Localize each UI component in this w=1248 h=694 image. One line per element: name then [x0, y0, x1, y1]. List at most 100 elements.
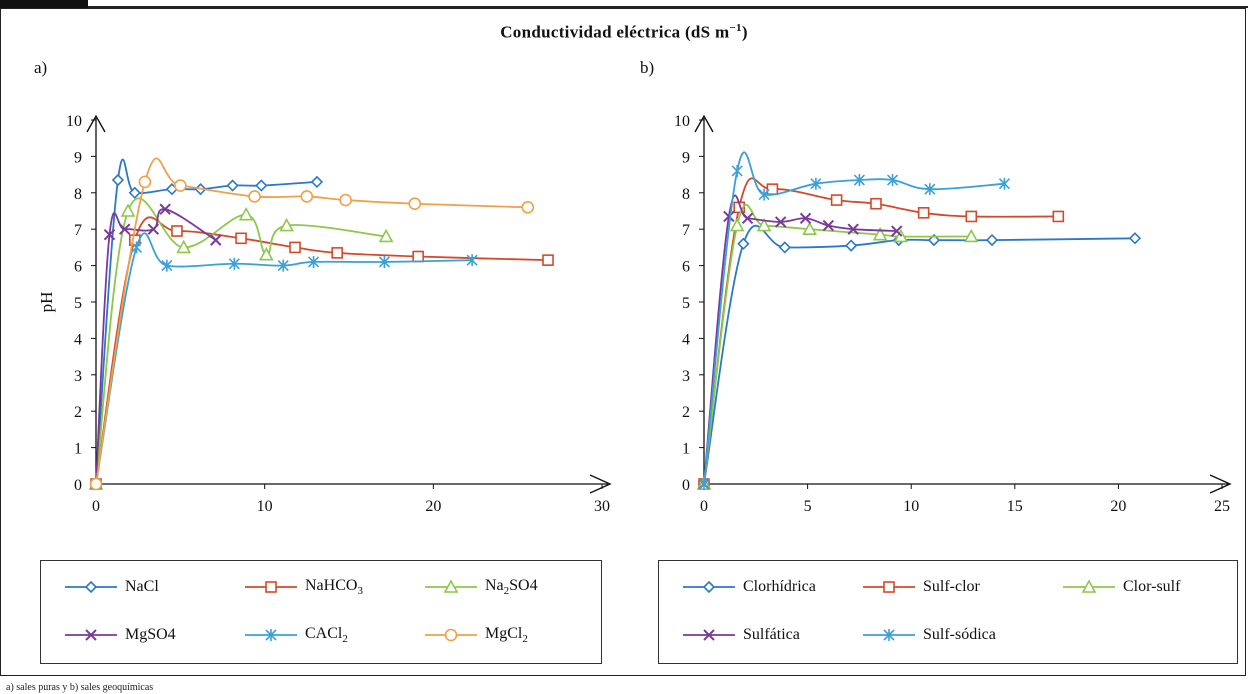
data-point-a-3 — [210, 234, 222, 246]
chart-title: Conductividad eléctrica (dS m−1) — [0, 22, 1248, 43]
data-point-a-3 — [147, 223, 160, 235]
data-point-a-5 — [300, 190, 314, 203]
legend-label: NaHCO3 — [305, 577, 363, 597]
legend-item-b-0: Clorhídrica — [681, 575, 816, 599]
legend-label: Clor-sulf — [1123, 578, 1180, 596]
legend-swatch — [425, 579, 477, 593]
legend-marker — [84, 580, 98, 594]
legend-item-a-5: MgCl2 — [423, 623, 528, 647]
data-point-a-1 — [289, 241, 301, 254]
data-point-a-4 — [466, 254, 478, 267]
y-tick-label-b: 0 — [682, 477, 690, 494]
legend-swatch — [863, 629, 915, 641]
legend-label-main: CACl — [305, 624, 343, 642]
legend-label: Sulf-clor — [923, 578, 980, 596]
legend-label: CACl2 — [305, 625, 348, 645]
x-tick-label-a: 30 — [594, 498, 610, 515]
x-tick-label-a: 10 — [257, 498, 273, 515]
series-line-b-0 — [703, 225, 1135, 485]
y-tick-label-b: 3 — [682, 368, 690, 385]
legend-swatch — [245, 581, 297, 593]
legend-a: NaCl NaHCO3 Na2SO4 MgSO4 CACl2 MgCl2 — [40, 560, 602, 664]
legend-label-main: NaHCO — [305, 576, 358, 594]
legend-label: Sulfática — [743, 626, 800, 644]
series-line-b-4 — [703, 151, 1005, 485]
data-point-b-1 — [870, 197, 882, 210]
data-point-a-1 — [331, 247, 343, 259]
data-point-a-5 — [521, 201, 535, 214]
data-point-b-4 — [810, 177, 822, 190]
legend-label-subscript: 2 — [522, 633, 528, 646]
data-point-b-1 — [917, 207, 930, 219]
data-point-b-0 — [778, 241, 791, 254]
series-line-b-1 — [703, 177, 1059, 485]
data-point-a-3 — [103, 228, 116, 241]
figure-tab-bar — [0, 0, 88, 8]
data-point-b-2 — [963, 228, 979, 243]
legend-label-subscript: 3 — [357, 585, 363, 598]
data-point-b-0 — [985, 233, 999, 247]
legend-label-main: Clorhídrica — [743, 578, 816, 595]
data-point-a-0 — [128, 186, 141, 199]
legend-marker — [443, 579, 459, 593]
legend-swatch — [863, 581, 915, 593]
legend-swatch — [65, 629, 117, 641]
legend-label-main: Clor-sulf — [1123, 578, 1181, 595]
data-point-b-2 — [756, 217, 772, 232]
legend-label: MgSO4 — [125, 626, 176, 644]
series-line-a-4 — [95, 232, 473, 485]
legend-label-main: MgSO4 — [125, 626, 176, 643]
data-point-b-3 — [741, 212, 754, 224]
data-point-b-1 — [1052, 210, 1065, 223]
y-tick-label-b: 6 — [682, 259, 690, 276]
series-line-a-5 — [95, 157, 528, 485]
x-tick-label-b: 20 — [1110, 498, 1126, 515]
series-line-a-3 — [95, 208, 217, 485]
data-point-b-4 — [853, 174, 865, 187]
legend-label-subscript: 2 — [503, 585, 510, 598]
x-axis-arrow-b — [1209, 474, 1232, 494]
legend-b: Clorhídrica Sulf-clor Clor-sulf Sulfática Su… — [658, 560, 1238, 664]
legend-item-a-1: NaHCO3 — [243, 575, 363, 599]
y-tick-label-b: 5 — [682, 295, 690, 312]
legend-label: MgCl2 — [485, 625, 528, 645]
data-point-b-3 — [890, 225, 903, 237]
legend-marker — [444, 628, 458, 642]
x-tick-label-b: 10 — [903, 498, 919, 515]
data-point-b-3 — [822, 219, 835, 232]
legend-label-main: NaCl — [125, 578, 159, 595]
y-axis-arrow-a — [86, 114, 106, 133]
legend-marker — [883, 629, 895, 641]
panel-b-label: b) — [640, 58, 655, 77]
data-point-b-2 — [729, 217, 745, 232]
legend-swatch — [683, 629, 735, 641]
x-tick-label-b: 15 — [1007, 498, 1023, 515]
y-tick-label-a: 3 — [74, 368, 82, 385]
y-tick-label-b: 10 — [674, 113, 690, 130]
y-tick-label-a: 4 — [74, 331, 82, 348]
y-tick-label-a: 2 — [74, 404, 82, 421]
data-point-b-1 — [965, 210, 978, 223]
y-tick-label-b: 7 — [682, 222, 690, 239]
series-line-a-1 — [95, 216, 549, 485]
legend-marker — [265, 629, 277, 641]
legend-label-main: Sulfática — [743, 626, 800, 643]
plot-b: 0 5 10 15 20 25 0 1 2 3 4 5 6 7 8 9 10 — [674, 113, 1232, 515]
data-point-a-1 — [235, 232, 247, 245]
legend-marker — [883, 581, 895, 593]
data-point-a-3 — [159, 203, 171, 215]
data-point-a-2 — [279, 217, 294, 232]
data-point-b-2 — [802, 221, 818, 235]
y-tick-label-b: 2 — [682, 404, 690, 421]
legend-swatch — [683, 580, 735, 594]
legend-item-a-4: CACl2 — [243, 623, 348, 647]
data-point-b-0 — [737, 237, 750, 250]
data-point-a-4 — [308, 255, 320, 268]
data-point-a-4 — [277, 259, 289, 272]
data-point-a-0 — [310, 175, 324, 189]
data-point-a-1 — [412, 250, 424, 263]
y-tick-label-a: 6 — [74, 259, 82, 276]
data-point-a-4 — [161, 259, 173, 272]
